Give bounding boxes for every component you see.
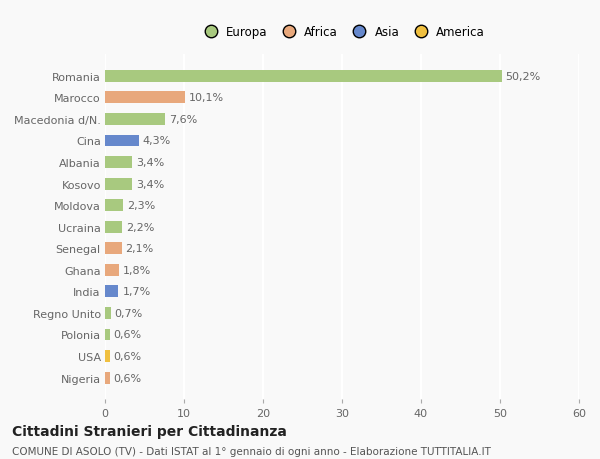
Bar: [105, 243, 122, 255]
Bar: [105, 114, 165, 126]
Text: 3,4%: 3,4%: [136, 158, 164, 168]
Bar: [105, 71, 502, 83]
Text: 2,3%: 2,3%: [127, 201, 155, 211]
Bar: [105, 135, 139, 147]
Legend: Europa, Africa, Asia, America: Europa, Africa, Asia, America: [196, 22, 488, 42]
Text: 2,2%: 2,2%: [127, 222, 155, 232]
Text: 3,4%: 3,4%: [136, 179, 164, 189]
Text: 2,1%: 2,1%: [125, 244, 154, 254]
Bar: [105, 286, 118, 297]
Text: 4,3%: 4,3%: [143, 136, 171, 146]
Bar: [105, 157, 132, 168]
Text: 50,2%: 50,2%: [506, 72, 541, 82]
Bar: [105, 92, 185, 104]
Bar: [105, 372, 110, 384]
Bar: [105, 329, 110, 341]
Bar: [105, 264, 119, 276]
Text: 0,7%: 0,7%: [115, 308, 143, 318]
Text: 1,7%: 1,7%: [122, 287, 151, 297]
Bar: [105, 308, 110, 319]
Text: 0,6%: 0,6%: [113, 330, 142, 340]
Bar: [105, 178, 132, 190]
Text: Cittadini Stranieri per Cittadinanza: Cittadini Stranieri per Cittadinanza: [12, 425, 287, 438]
Bar: [105, 200, 123, 212]
Text: COMUNE DI ASOLO (TV) - Dati ISTAT al 1° gennaio di ogni anno - Elaborazione TUTT: COMUNE DI ASOLO (TV) - Dati ISTAT al 1° …: [12, 446, 491, 456]
Text: 0,6%: 0,6%: [113, 351, 142, 361]
Bar: [105, 350, 110, 362]
Text: 7,6%: 7,6%: [169, 115, 197, 125]
Bar: [105, 221, 122, 233]
Text: 10,1%: 10,1%: [189, 93, 224, 103]
Text: 1,8%: 1,8%: [123, 265, 151, 275]
Text: 0,6%: 0,6%: [113, 373, 142, 383]
